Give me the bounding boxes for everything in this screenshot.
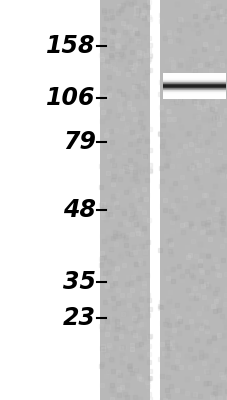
Text: 48: 48 bbox=[62, 198, 95, 222]
Text: 158: 158 bbox=[46, 34, 95, 58]
Bar bbox=[150, 0, 159, 400]
Text: 23: 23 bbox=[62, 306, 95, 330]
Bar bbox=[100, 0, 150, 400]
Text: 35: 35 bbox=[62, 270, 95, 294]
Text: 79: 79 bbox=[62, 130, 95, 154]
Text: 106: 106 bbox=[46, 86, 95, 110]
Bar bbox=[159, 0, 227, 400]
